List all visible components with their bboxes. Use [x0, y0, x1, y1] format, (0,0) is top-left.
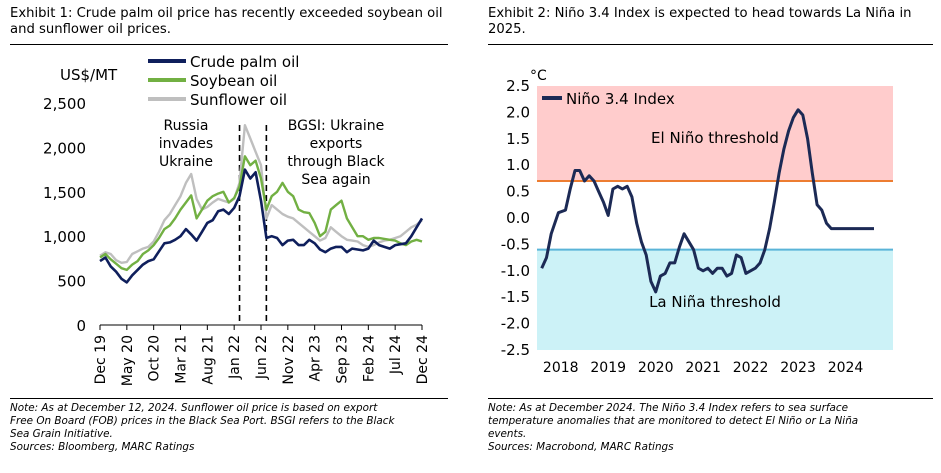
exhibit-2-title-line-1: Exhibit 2: Niño 3.4 Index is expected to…: [488, 6, 912, 21]
x-tick-label: Jan 22: [227, 335, 243, 380]
x-tick-label: Nov 22: [281, 335, 297, 385]
exhibit-2-top-rule: [488, 44, 933, 45]
y-tick-label: -1.0: [501, 262, 530, 280]
exhibit-1-title-line-1: Exhibit 1: Crude palm oil price has rece…: [10, 6, 443, 21]
legend-label-soy: Soybean oil: [190, 72, 277, 90]
x-tick-label: Oct 20: [147, 335, 163, 381]
x-tick-label: Apr 23: [308, 335, 324, 381]
nino-series-line: [540, 108, 874, 294]
x-tick-label: 2022: [733, 360, 769, 376]
series-line-soy: [99, 155, 423, 272]
exhibit-2-title-line-2: 2025.: [488, 22, 526, 37]
y-axis-unit-label: US$/MT: [60, 66, 118, 84]
x-tick-label: Aug 21: [200, 335, 216, 385]
y-tick-label: 1,000: [43, 228, 86, 246]
y-tick-label: 1,500: [43, 184, 86, 202]
y-tick-label: 2.5: [506, 77, 530, 95]
y-tick-label: 2,000: [43, 139, 86, 157]
y-tick-label: -1.5: [501, 288, 530, 306]
la-nina-zone: [537, 249, 893, 350]
y-tick-label: -2.5: [501, 341, 530, 359]
y-tick-label: 2,500: [43, 95, 86, 113]
y-tick-label: 1.0: [506, 156, 530, 174]
exhibit-1-bottom-rule: [10, 398, 448, 399]
palm-oil-price-chart: US$/MT 0 500 1,000 1,500 2,000 2,500 Dec 19 May …: [43, 53, 431, 386]
x-tick-label: 2024: [828, 360, 864, 376]
event-annotation-text: through Black: [287, 154, 385, 170]
x-tick-label: Mar 21: [174, 335, 190, 384]
exhibit-2-sources: Sources: Macrobond, MARC Ratings: [488, 441, 674, 453]
exhibit-2-note-line-1: Note: As at December 2024. The Niño 3.4 …: [488, 402, 848, 414]
exhibit-1-panel: Exhibit 1: Crude palm oil price has rece…: [0, 0, 458, 473]
la-nina-threshold-label: La Niña threshold: [649, 293, 781, 311]
y-tick-label: 1.5: [506, 130, 530, 148]
x-tick-label: 2020: [638, 360, 674, 376]
x-tick-label: May 20: [120, 335, 136, 386]
legend-label-sun: Sunflower oil: [190, 91, 287, 109]
exhibit-1-top-rule: [10, 44, 448, 45]
exhibit-1-sources: Sources: Bloomberg, MARC Ratings: [10, 441, 195, 453]
exhibit-1-note-line-3: Sea Grain Initiative.: [10, 428, 113, 440]
exhibit-1-note: Note: As at December 12, 2024. Sunflower…: [10, 402, 450, 454]
event-annotation-text: Russia: [163, 118, 208, 134]
y-tick-label: 0.0: [506, 209, 530, 227]
exhibit-2-note: Note: As at December 2024. The Niño 3.4 …: [488, 402, 928, 454]
x-tick-label: 2019: [590, 360, 626, 376]
x-tick-label: 2018: [543, 360, 579, 376]
event-annotation-text: exports: [310, 136, 363, 152]
y-axis-unit-label: °C: [530, 68, 547, 84]
y-tick-label: 0: [76, 317, 86, 335]
y-tick-label: 0.5: [506, 183, 530, 201]
exhibit-1-title-line-2: and sunflower oil prices.: [10, 22, 171, 37]
event-annotation-text: Sea again: [301, 172, 370, 188]
x-tick-label: Feb 24: [361, 335, 377, 382]
x-tick-label: Dec 19: [93, 335, 109, 384]
y-tick-label: -0.5: [501, 235, 530, 253]
exhibit-2-note-line-2: temperature anomalies that are monitored…: [488, 415, 859, 427]
event-annotation-text: BGSI: Ukraine: [288, 118, 384, 134]
exhibit-1-note-line-2: Free On Board (FOB) prices in the Black …: [10, 415, 395, 427]
x-tick-label: Jul 24: [388, 335, 404, 375]
event-annotation-text: Ukraine: [159, 154, 213, 170]
el-nino-zone: [537, 86, 893, 182]
y-tick-label: -2.0: [501, 315, 530, 333]
x-tick-label: 2023: [780, 360, 816, 376]
x-tick-label: Dec 24: [415, 335, 431, 384]
y-tick-label: 500: [57, 273, 86, 291]
exhibit-2-title: Exhibit 2: Niño 3.4 Index is expected to…: [488, 6, 928, 38]
exhibit-2-panel: Exhibit 2: Niño 3.4 Index is expected to…: [478, 0, 941, 473]
nino-index-chart: El Niño threshold La Niña threshold °C2.5 2…: [501, 68, 893, 376]
legend-label-nino: Niño 3.4 Index: [566, 90, 675, 108]
exhibit-2-note-line-3: events.: [488, 428, 527, 440]
x-tick-label: Sep 23: [335, 335, 351, 384]
legend-label-palm: Crude palm oil: [190, 53, 299, 71]
y-tick-label: 2.0: [506, 103, 530, 121]
x-tick-label: Jun 22: [254, 335, 270, 380]
x-tick-label: 2021: [685, 360, 721, 376]
series-line-palm: [99, 168, 424, 284]
el-nino-threshold-label: El Niño threshold: [651, 129, 779, 147]
event-annotation-text: invades: [159, 136, 213, 152]
exhibit-1-note-line-1: Note: As at December 12, 2024. Sunflower…: [10, 402, 378, 414]
exhibit-2-bottom-rule: [488, 398, 933, 399]
exhibit-1-title: Exhibit 1: Crude palm oil price has rece…: [10, 6, 450, 38]
